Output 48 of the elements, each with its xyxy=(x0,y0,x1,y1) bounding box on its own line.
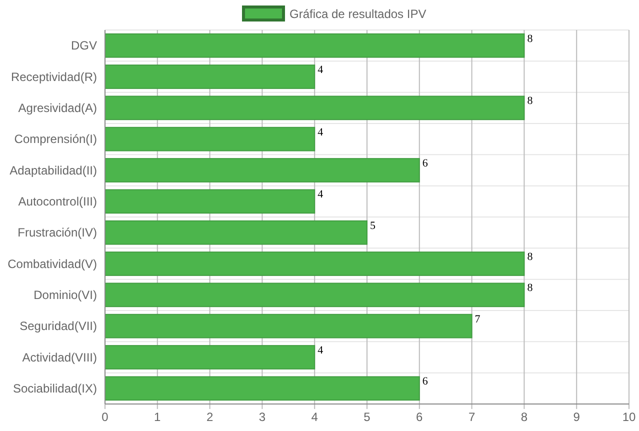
y-tick-label: Adaptabilidad(II) xyxy=(10,163,97,178)
data-label: 5 xyxy=(370,220,376,232)
y-tick-label: Dominio(VI) xyxy=(34,288,97,302)
x-tick-label: 0 xyxy=(102,410,109,424)
data-label: 4 xyxy=(318,188,324,201)
data-label: 4 xyxy=(318,64,324,76)
bar xyxy=(104,252,525,276)
y-tick-label: Combatividad(V) xyxy=(8,256,97,271)
y-tick-label: Comprensión(I) xyxy=(14,132,97,146)
data-label: 6 xyxy=(422,376,428,388)
bar xyxy=(104,158,420,182)
data-label: 8 xyxy=(527,251,534,264)
y-tick-label: Sociabilidad(IX) xyxy=(12,381,97,396)
bar xyxy=(104,33,525,58)
bar xyxy=(104,126,316,152)
bar xyxy=(104,96,525,120)
y-tick-label: Agresividad(A) xyxy=(18,100,97,115)
data-label: 4 xyxy=(318,344,324,357)
x-tick-label: 8 xyxy=(520,410,528,424)
x-tick-label: 3 xyxy=(258,410,266,424)
bar xyxy=(104,345,316,370)
x-tick-label: 6 xyxy=(416,410,424,424)
y-tick-label: Receptividad(R) xyxy=(10,70,97,84)
x-tick-label: 2 xyxy=(206,410,214,424)
x-tick-label: 9 xyxy=(573,410,580,424)
bar xyxy=(104,282,525,308)
x-tick-label: 1 xyxy=(154,410,162,424)
data-label: 8 xyxy=(527,282,534,294)
x-tick-label: 4 xyxy=(311,410,318,424)
data-label: 6 xyxy=(422,158,428,170)
x-tick-label: 7 xyxy=(468,410,476,424)
y-tick-label: Autocontrol(III) xyxy=(18,194,97,208)
bar xyxy=(104,376,420,401)
y-tick-label: Frustración(IV) xyxy=(18,226,97,240)
x-tick-label: 10 xyxy=(622,410,636,424)
bar xyxy=(104,189,316,214)
y-tick-label: DGV xyxy=(70,38,97,53)
data-label: 4 xyxy=(318,126,324,138)
legend-label: Gráfica de resultados IPV xyxy=(290,7,426,21)
y-tick-label: Actividad(VIII) xyxy=(22,350,97,364)
bar xyxy=(104,64,316,89)
x-tick-label: 5 xyxy=(364,410,371,424)
bar xyxy=(104,314,472,338)
bar xyxy=(104,220,368,245)
data-label: 8 xyxy=(527,95,534,108)
y-tick-label: Seguridad(VII) xyxy=(20,319,97,334)
data-label: 7 xyxy=(474,313,481,326)
data-label: 8 xyxy=(527,32,534,45)
